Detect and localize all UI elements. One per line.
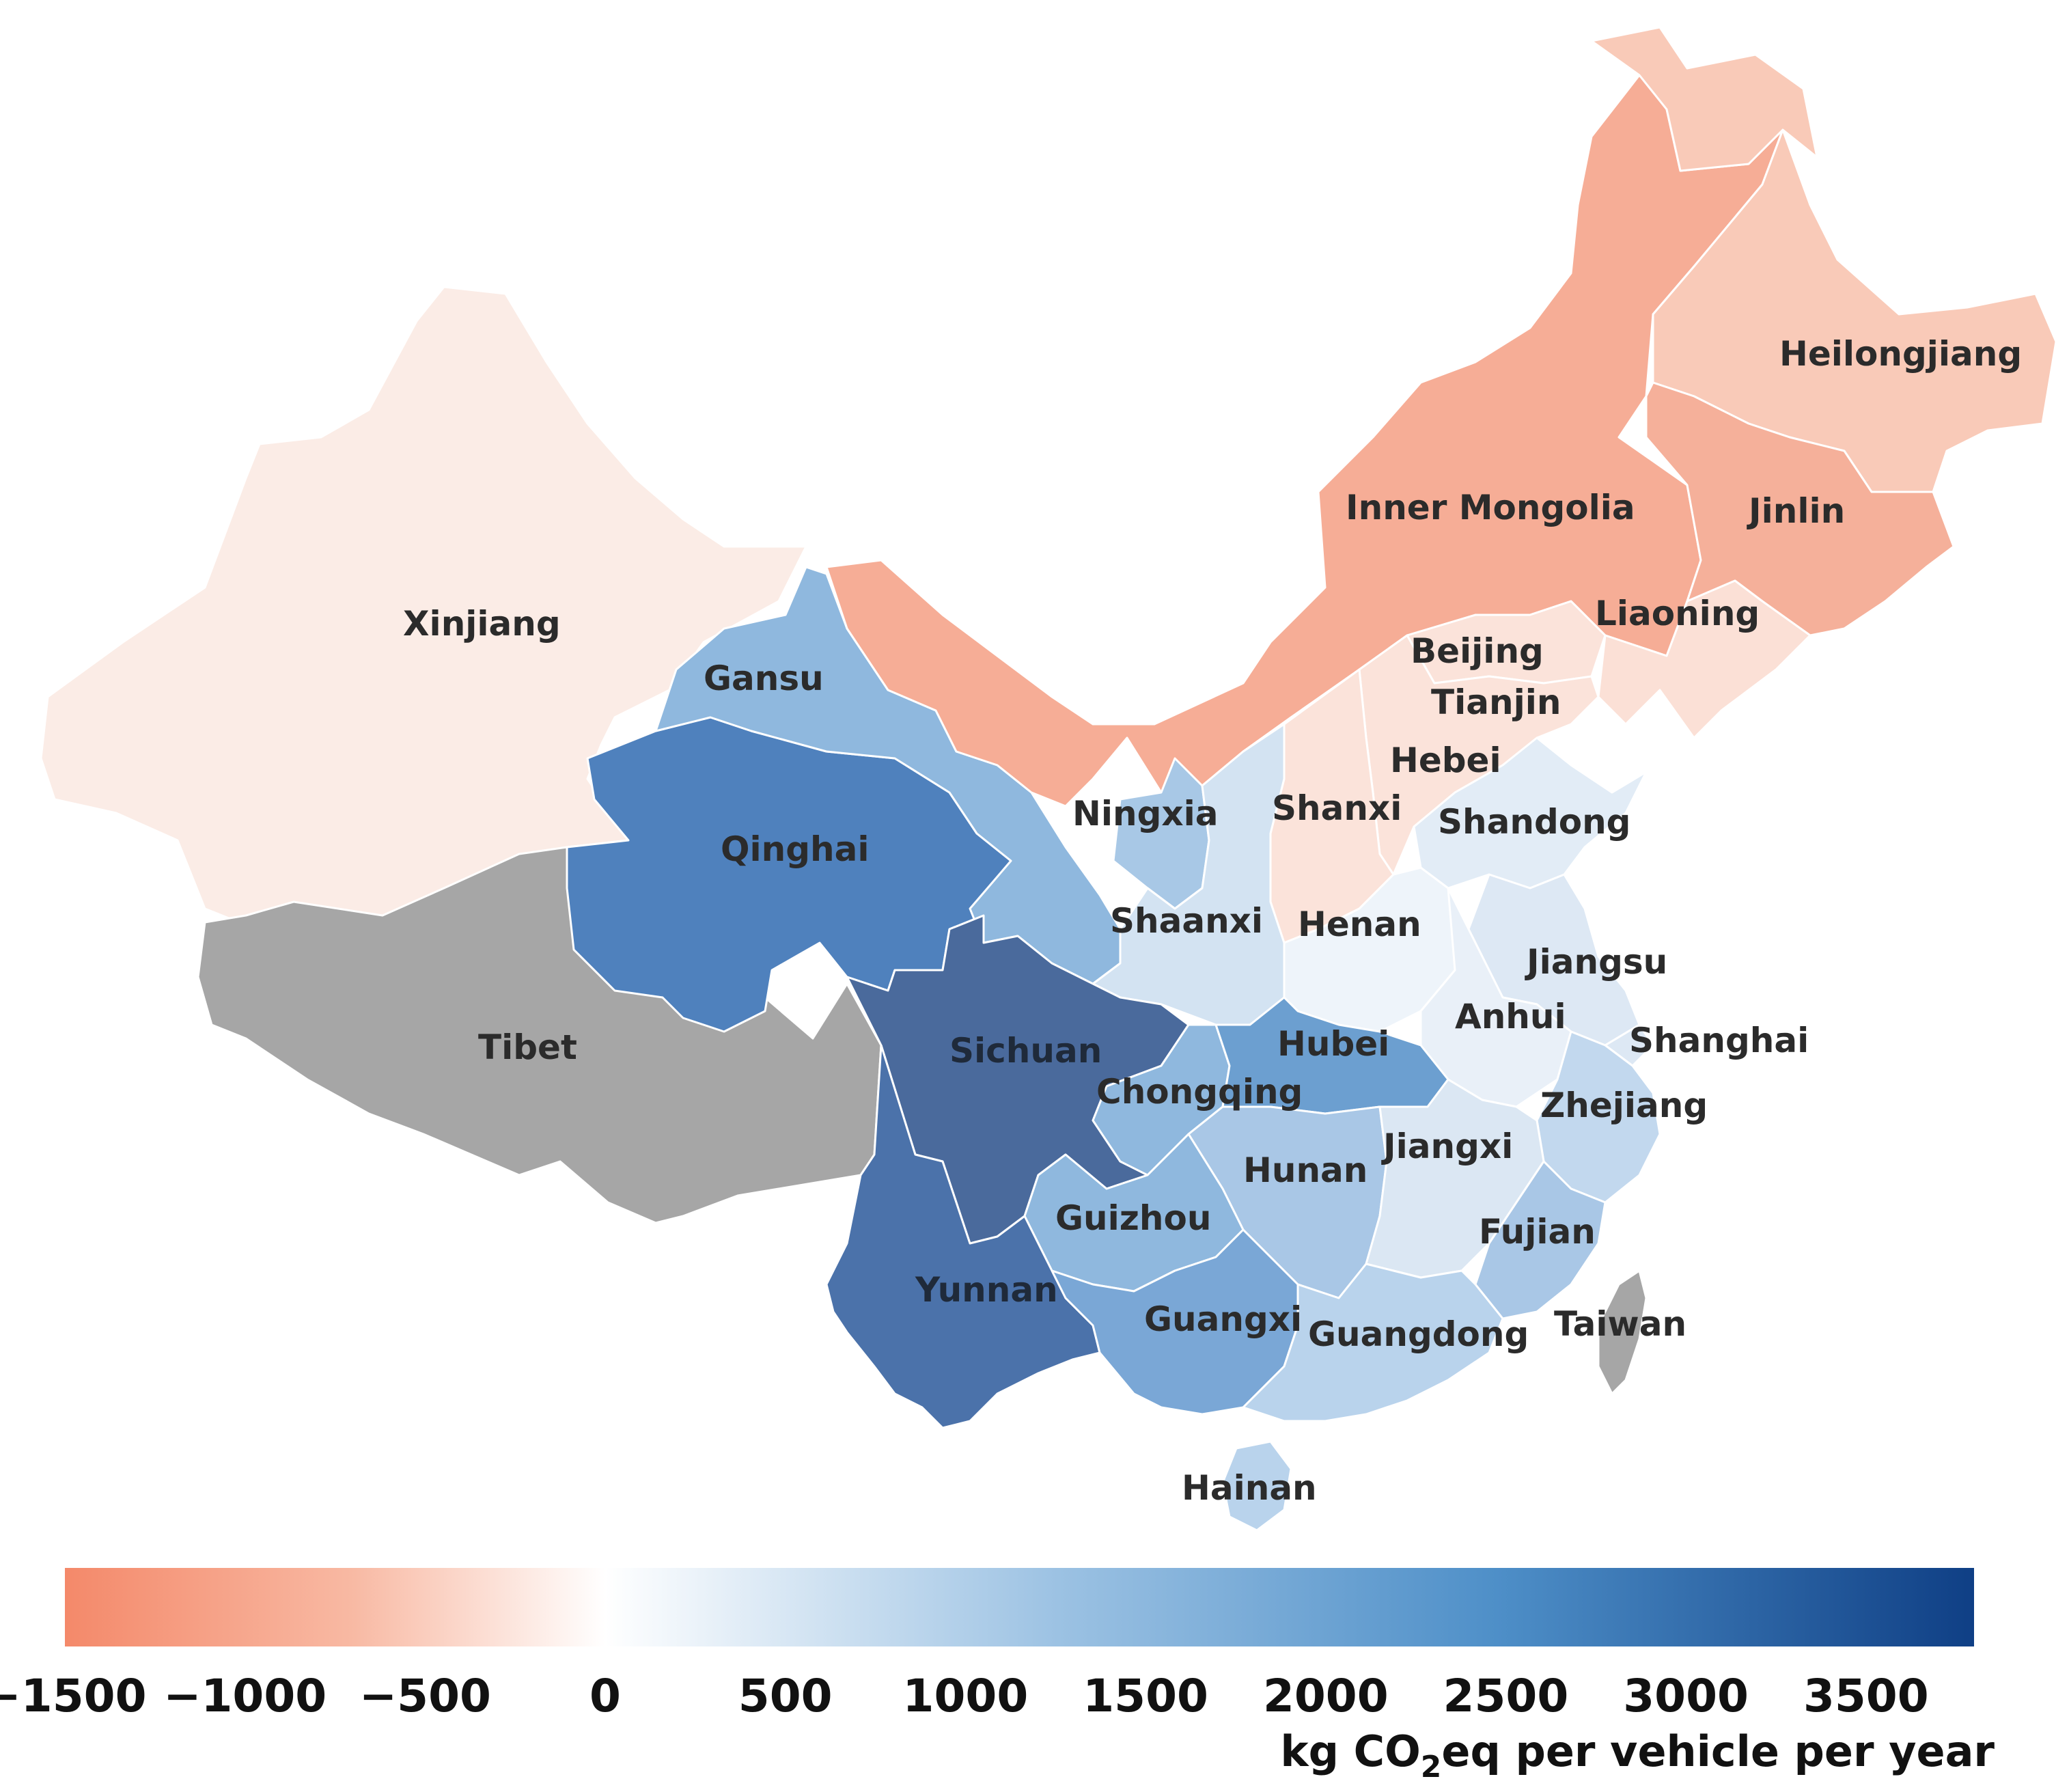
label-guangdong: Guangdong — [1308, 1314, 1529, 1354]
label-jiangxi: Jiangxi — [1381, 1127, 1513, 1166]
label-hainan: Hainan — [1182, 1468, 1317, 1508]
label-henan: Henan — [1298, 905, 1421, 944]
legend-tick-0: −1500 — [0, 1670, 147, 1722]
region-liaoning[interactable] — [1597, 579, 1811, 739]
label-hunan: Hunan — [1243, 1150, 1367, 1190]
region-shandong[interactable] — [1413, 736, 1648, 890]
region-anhui[interactable] — [1419, 887, 1572, 1108]
legend-tick-10: 3500 — [1803, 1670, 1929, 1722]
label-hebei: Hebei — [1390, 741, 1501, 780]
label-xinjiang: Xinjiang — [403, 604, 561, 644]
region-jinlin[interactable] — [1645, 381, 1955, 637]
region-layer — [40, 26, 2057, 1532]
label-jinlin: Jinlin — [1747, 491, 1845, 531]
legend-tick-6: 1500 — [1083, 1670, 1208, 1722]
label-inner-mongolia: Inner Mongolia — [1346, 488, 1635, 527]
label-beijing: Beijing — [1411, 631, 1544, 671]
legend-unit-label: kg CO2eq per vehicle per year — [1280, 1726, 1995, 1784]
label-chongqing: Chongqing — [1096, 1072, 1303, 1112]
region-yunnan[interactable] — [825, 1044, 1101, 1429]
label-heilongjiang: Heilongjiang — [1779, 334, 2022, 374]
region-hainan[interactable] — [1221, 1440, 1292, 1532]
label-layer: Xinjiang Tibet Qinghai Gansu Inner Mongo… — [403, 334, 2022, 1508]
label-liaoning: Liaoning — [1595, 594, 1760, 633]
label-sichuan: Sichuan — [949, 1031, 1102, 1071]
region-guangdong[interactable] — [1242, 1263, 1504, 1422]
label-zhejiang: Zhejiang — [1540, 1086, 1708, 1125]
label-shandong: Shandong — [1438, 802, 1630, 842]
label-guizhou: Guizhou — [1055, 1198, 1211, 1238]
legend-unit-subscript: 2 — [1421, 1750, 1442, 1784]
legend-tick-labels: −1500 −1000 −500 0 500 1000 1500 2000 2500 3000 35… — [0, 1670, 1929, 1722]
legend-tick-7: 2000 — [1263, 1670, 1389, 1722]
label-gansu: Gansu — [704, 659, 824, 698]
legend-tick-9: 3000 — [1623, 1670, 1749, 1722]
label-tibet: Tibet — [478, 1028, 577, 1067]
label-fujian: Fujian — [1479, 1212, 1596, 1252]
label-ningxia: Ningxia — [1072, 794, 1219, 833]
legend-tick-5: 1000 — [903, 1670, 1029, 1722]
label-shanxi: Shanxi — [1272, 788, 1402, 828]
legend-tick-3: 0 — [589, 1670, 621, 1722]
label-tianjin: Tianjin — [1431, 683, 1561, 722]
region-taiwan[interactable] — [1597, 1269, 1648, 1395]
legend-unit-prefix: kg CO — [1280, 1726, 1420, 1776]
legend-tick-2: −500 — [359, 1670, 491, 1722]
label-jiangsu: Jiangsu — [1525, 942, 1667, 982]
label-hubei: Hubei — [1277, 1024, 1389, 1064]
legend-tick-1: −1000 — [163, 1670, 327, 1722]
label-anhui: Anhui — [1455, 997, 1566, 1036]
region-shaanxi[interactable] — [1092, 723, 1286, 1026]
label-shanghai: Shanghai — [1629, 1021, 1809, 1060]
label-qinghai: Qinghai — [721, 829, 870, 869]
label-guangxi: Guangxi — [1144, 1299, 1302, 1339]
region-inner-mongolia[interactable] — [825, 74, 1784, 808]
legend-unit-suffix: eq per vehicle per year — [1441, 1726, 1995, 1776]
legend-gradient-bar — [65, 1568, 1974, 1646]
legend-tick-8: 2500 — [1443, 1670, 1569, 1722]
label-shaanxi: Shaanxi — [1110, 901, 1263, 941]
label-yunnan: Yunnan — [915, 1270, 1058, 1310]
label-taiwan: Taiwan — [1554, 1304, 1686, 1344]
color-legend: −1500 −1000 −500 0 500 1000 1500 2000 2500 3000 35… — [0, 1568, 1995, 1784]
legend-tick-4: 500 — [738, 1670, 833, 1722]
